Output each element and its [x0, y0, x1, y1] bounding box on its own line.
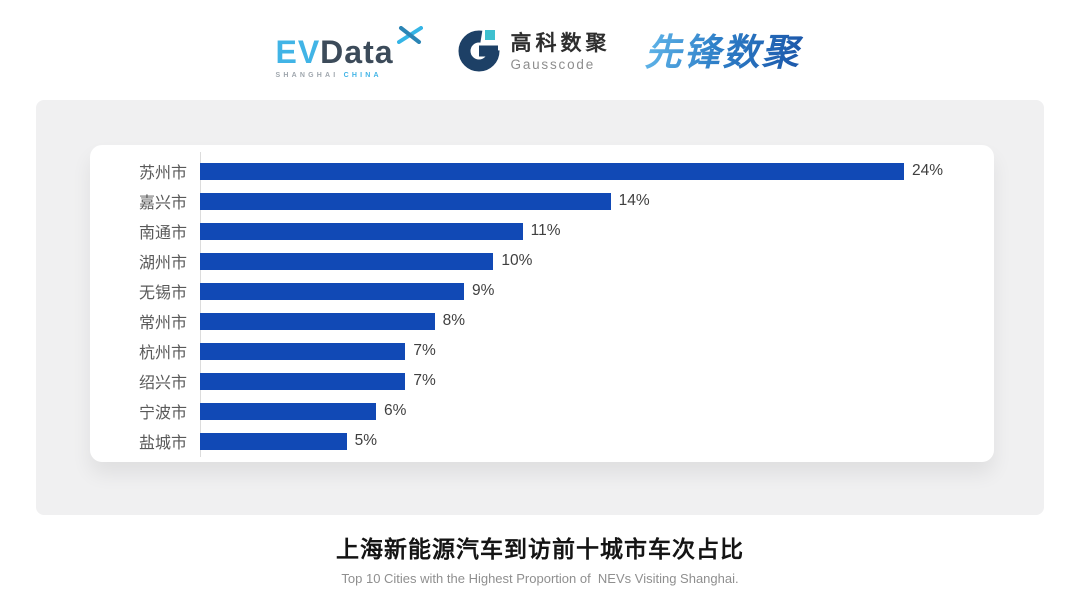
evdata-subtext: SHANGHAI CHINA — [275, 72, 422, 79]
chart-card: 苏州市 24% 嘉兴市 14% 南通市 11% 湖州市 10% 无锡市 9% 常州市 8% 杭州市 7% 绍… — [90, 145, 994, 462]
value-label: 11% — [530, 222, 561, 239]
gausscode-wordmark: 高科数聚 Gausscode — [511, 32, 611, 71]
category-label: 湖州市 — [138, 255, 187, 272]
bar — [200, 342, 406, 360]
logo-xianfeng: 先锋数聚 — [645, 32, 805, 73]
bar — [200, 162, 904, 180]
chart-row: 湖州市 10% — [90, 246, 994, 276]
xianfeng-text: 先锋数聚 — [645, 32, 805, 73]
value-label: 7% — [413, 372, 436, 389]
gausscode-en-text: Gausscode — [510, 56, 596, 72]
bar — [200, 432, 347, 450]
y-axis-line — [200, 152, 201, 457]
logo-evdata: EV Data SHANGHAI CHINA — [275, 25, 423, 79]
evdata-subtext-shanghai: SHANGHAI — [275, 71, 339, 79]
chart-row: 嘉兴市 14% — [90, 186, 994, 216]
bar — [200, 372, 406, 390]
chart-row: 绍兴市 7% — [90, 366, 994, 396]
category-label: 苏州市 — [138, 165, 187, 182]
chart-panel: 苏州市 24% 嘉兴市 14% 南通市 11% 湖州市 10% 无锡市 9% 常州市 8% 杭州市 7% 绍… — [36, 100, 1044, 515]
bar — [200, 282, 464, 300]
chart-row: 苏州市 24% — [90, 156, 994, 186]
bar — [200, 192, 611, 210]
bar — [200, 402, 376, 420]
chart-row: 常州市 8% — [90, 306, 994, 336]
chart-row: 杭州市 7% — [90, 336, 994, 366]
bar — [200, 252, 494, 270]
chart-title: 上海新能源汽车到访前十城市车次占比 — [336, 536, 744, 562]
category-label: 绍兴市 — [138, 375, 187, 392]
evdata-data-text: Data — [320, 33, 394, 70]
category-label: 盐城市 — [138, 435, 187, 452]
category-label: 南通市 — [138, 225, 187, 242]
chart-row: 南通市 11% — [90, 216, 994, 246]
value-label: 9% — [472, 282, 495, 299]
footer: 上海新能源汽车到访前十城市车次占比 Top 10 Cities with the… — [0, 530, 1080, 586]
value-label: 8% — [442, 312, 466, 329]
category-label: 嘉兴市 — [138, 195, 187, 212]
category-label: 无锡市 — [138, 285, 187, 302]
category-label: 宁波市 — [138, 405, 187, 422]
value-label: 14% — [618, 192, 650, 209]
logo-gausscode: 高科数聚 Gausscode — [457, 28, 611, 77]
bar — [200, 222, 523, 240]
value-label: 7% — [413, 342, 436, 359]
category-label: 常州市 — [138, 315, 187, 332]
gausscode-g-icon — [457, 28, 501, 77]
gausscode-cn-text: 高科数聚 — [510, 32, 611, 56]
evdata-wordmark: EV Data — [275, 25, 423, 70]
chart-row: 宁波市 6% — [90, 396, 994, 426]
chart-row: 无锡市 9% — [90, 276, 994, 306]
evdata-subtext-china: CHINA — [343, 71, 382, 79]
bar-rows: 苏州市 24% 嘉兴市 14% 南通市 11% 湖州市 10% 无锡市 9% 常州市 8% 杭州市 7% 绍… — [90, 156, 994, 456]
category-label: 杭州市 — [138, 345, 187, 362]
value-label: 5% — [354, 432, 378, 449]
evdata-ev-text: EV — [275, 33, 321, 70]
header: EV Data SHANGHAI CHINA 高科数聚 Gausscode — [0, 22, 1080, 82]
value-label: 6% — [384, 402, 407, 419]
value-label: 24% — [912, 162, 944, 179]
bar — [200, 312, 435, 330]
chart-subtitle: Top 10 Cities with the Highest Proportio… — [341, 571, 739, 586]
value-label: 10% — [501, 252, 533, 269]
chart-row: 盐城市 5% — [90, 426, 994, 456]
propeller-x-icon — [396, 25, 423, 48]
